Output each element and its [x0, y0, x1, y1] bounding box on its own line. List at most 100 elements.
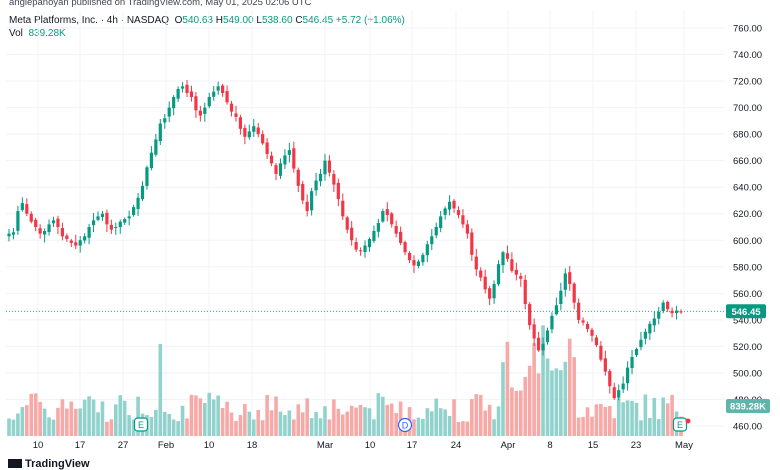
- candle-body: [256, 127, 260, 135]
- volume-bar: [367, 408, 372, 436]
- candle-body: [474, 256, 478, 270]
- candle-body: [243, 127, 247, 137]
- price-tick-label: 540.00: [733, 315, 762, 326]
- volume-bar: [572, 357, 576, 436]
- price-tick-label: 580.00: [733, 262, 762, 273]
- candle-body: [305, 201, 309, 212]
- volume-bar: [278, 411, 283, 436]
- candle-body: [577, 302, 581, 320]
- volume-bar: [51, 419, 56, 436]
- time-tick-label: Feb: [158, 440, 174, 451]
- volume-bar: [456, 421, 461, 436]
- volume-bar: [661, 397, 665, 436]
- volume-bar: [238, 415, 243, 436]
- volume-bar: [194, 395, 198, 436]
- earnings-marker-letter: E: [677, 420, 683, 430]
- high-value: 549.00: [223, 15, 254, 26]
- volume-bar: [220, 407, 225, 436]
- candle-body: [559, 290, 563, 304]
- volume-bar: [274, 396, 278, 436]
- candle-body: [216, 86, 220, 91]
- volume-bar: [345, 411, 350, 436]
- volume-bar: [60, 399, 65, 436]
- price-tick-label: 640.00: [733, 183, 762, 194]
- volume-bar: [82, 399, 87, 436]
- candle-body: [470, 232, 474, 255]
- volume-bar: [567, 338, 572, 436]
- volume-bar: [234, 420, 238, 436]
- volume-bar: [656, 419, 661, 436]
- candle-body: [550, 315, 554, 330]
- volume-bar: [122, 400, 127, 436]
- volume-bar: [514, 390, 519, 436]
- candle-body: [25, 204, 29, 214]
- volume-bar: [309, 418, 314, 436]
- candle-body: [434, 227, 438, 236]
- volume-bar: [354, 407, 358, 436]
- volume-bar: [149, 417, 154, 436]
- price-tick-label: 460.00: [733, 422, 762, 433]
- price-tick-label: 760.00: [733, 24, 762, 35]
- candle-body: [648, 323, 652, 334]
- candle-body: [212, 91, 216, 97]
- volume-bar: [136, 396, 140, 436]
- volume-bar: [38, 401, 42, 436]
- candle-body: [666, 301, 670, 310]
- volume-bar: [327, 419, 332, 436]
- candle-body: [287, 150, 291, 155]
- candle-body: [563, 273, 567, 290]
- candle-body: [661, 302, 665, 311]
- candle-body: [274, 165, 278, 174]
- volume-bar: [443, 409, 447, 436]
- candle-body: [568, 272, 572, 285]
- volume-bar: [536, 373, 541, 436]
- candle-body: [345, 217, 349, 230]
- time-tick-label: May: [675, 440, 693, 451]
- volume-bar: [616, 398, 621, 436]
- volume-value: 839.28K: [28, 28, 66, 39]
- open-label: O: [174, 15, 183, 26]
- candle-body: [96, 216, 100, 220]
- time-tick-label: 10: [33, 440, 44, 451]
- volume-bar: [29, 393, 34, 436]
- volume-bar: [323, 406, 327, 436]
- candle-body: [11, 232, 16, 235]
- candle-body: [203, 107, 207, 114]
- candle-body: [492, 284, 496, 299]
- volume-bar: [265, 394, 269, 436]
- volume-bar: [599, 403, 603, 436]
- candle-body: [439, 216, 443, 228]
- volume-bar: [20, 407, 25, 436]
- volume-bar: [283, 415, 287, 436]
- candle-body: [29, 213, 33, 222]
- candle-body: [519, 276, 523, 279]
- candle-body: [225, 91, 229, 103]
- candle-body: [7, 233, 11, 237]
- volume-bar: [643, 394, 648, 436]
- candle-body: [523, 279, 527, 304]
- candle-body: [69, 240, 73, 243]
- price-axis: 760.00 740.00 720.00 700.00 680.00 660.00 640.…: [726, 24, 770, 433]
- volume-bar: [109, 419, 114, 436]
- candle-body: [34, 219, 38, 227]
- volume-bar: [118, 395, 123, 436]
- candle-body: [16, 211, 20, 231]
- volume-bar: [665, 403, 670, 436]
- candle-body: [87, 227, 91, 238]
- candle-body: [332, 174, 336, 185]
- volume-bar: [621, 402, 625, 436]
- volume-bar: [470, 399, 474, 436]
- volume-bar: [492, 419, 496, 436]
- volume-bar: [314, 411, 318, 436]
- low-value: 538.60: [261, 15, 293, 26]
- time-tick-label: 17: [75, 440, 86, 451]
- volume-bar: [461, 421, 465, 436]
- candle-body: [336, 182, 340, 200]
- volume-bar: [416, 417, 421, 436]
- volume-bar: [318, 418, 323, 436]
- time-tick-label: 15: [588, 440, 599, 451]
- candle-body: [354, 242, 358, 250]
- time-tick-label: Apr: [501, 440, 516, 451]
